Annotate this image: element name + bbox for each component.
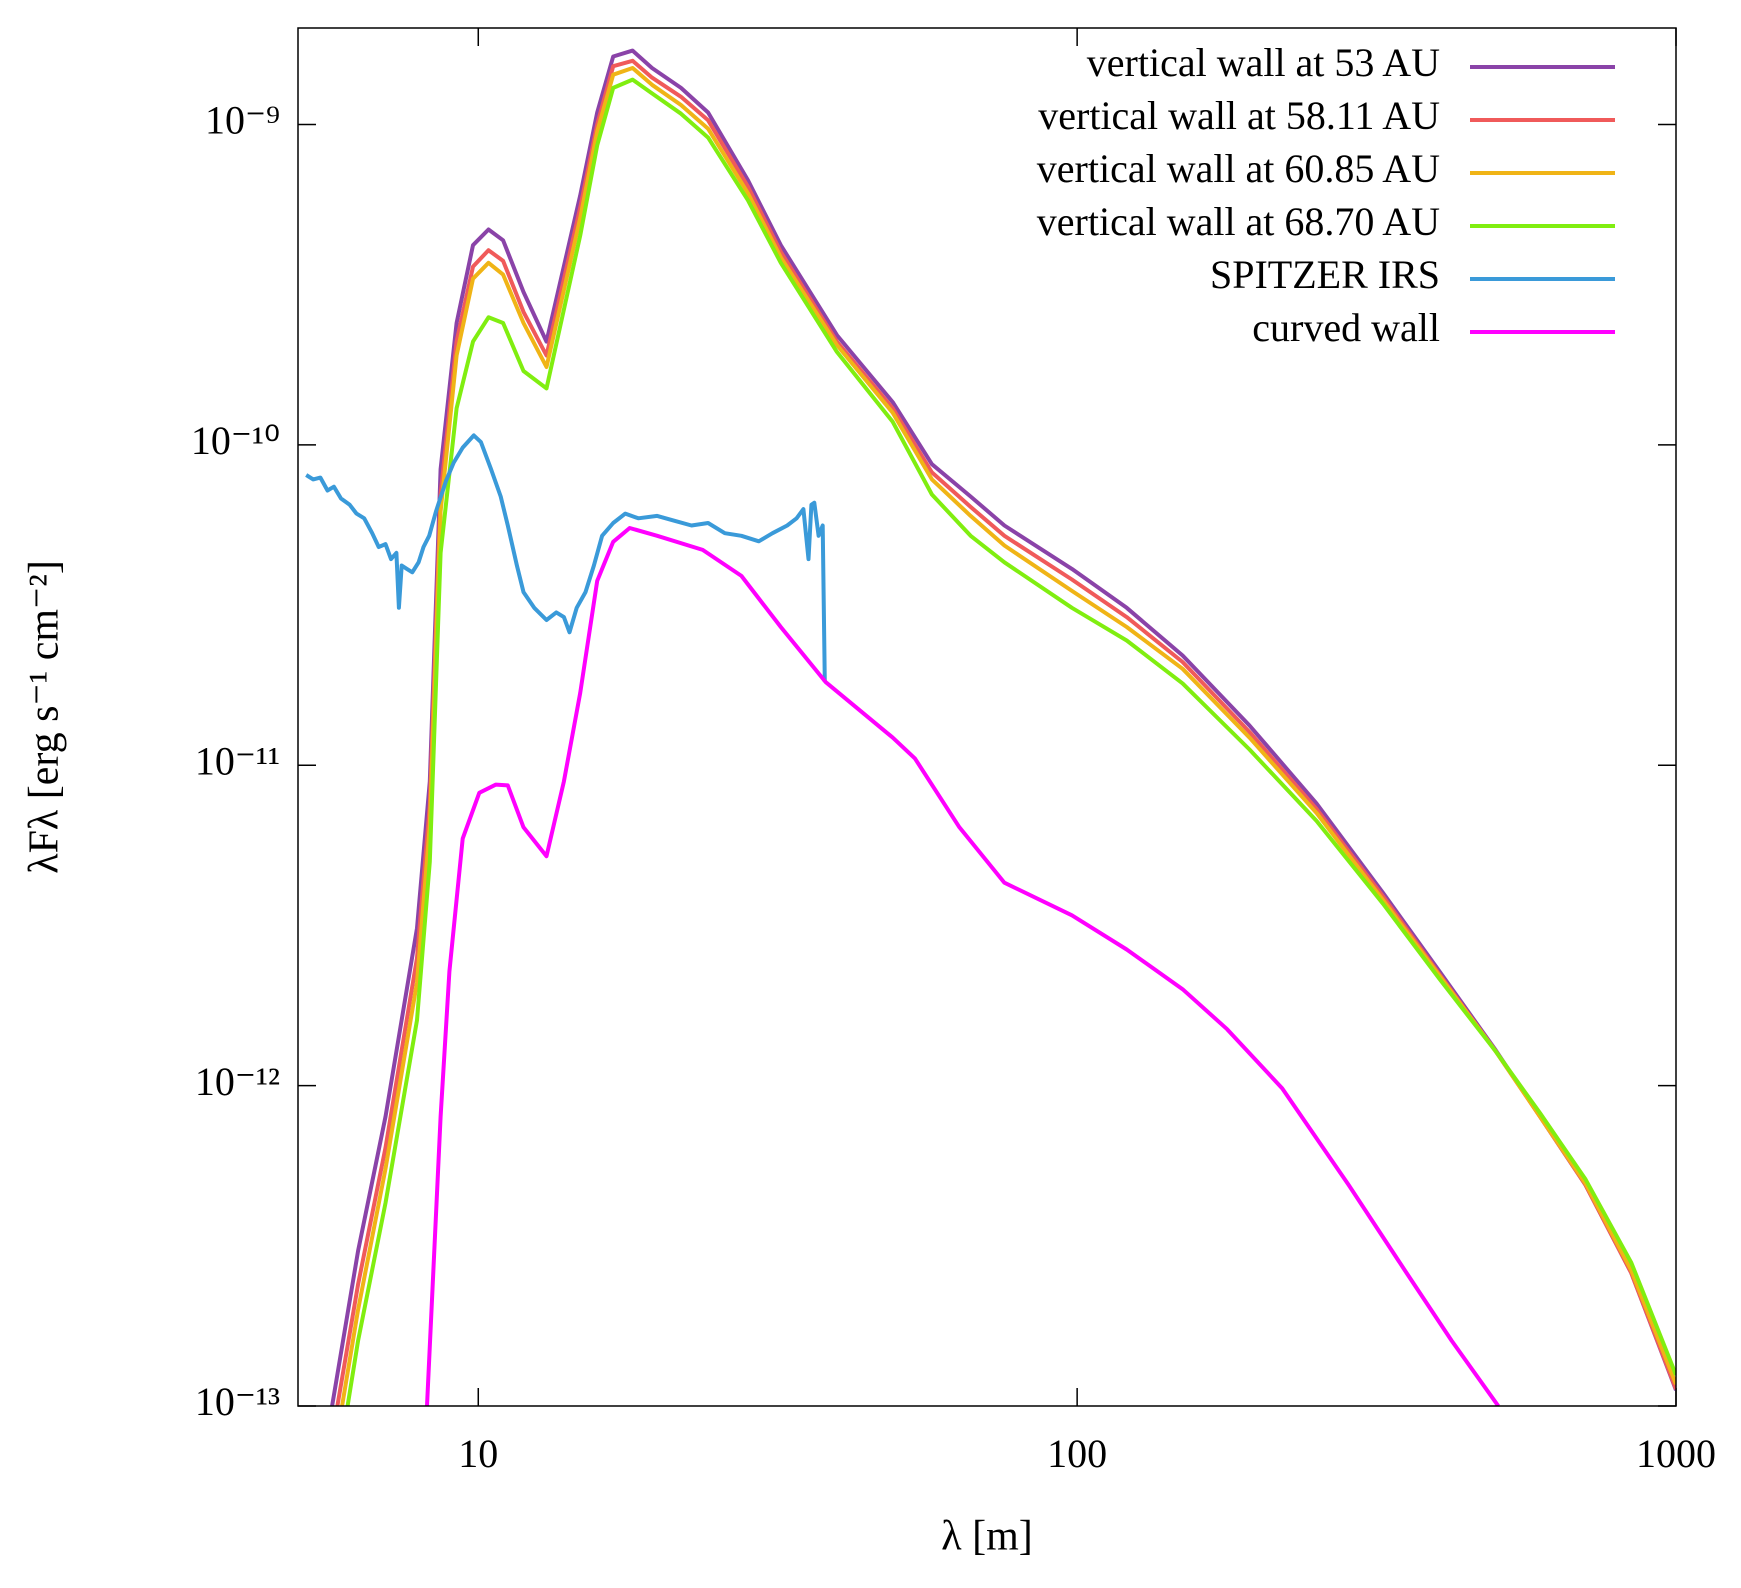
legend-label: SPITZER IRS: [1210, 252, 1440, 297]
legend-label: vertical wall at 58.11 AU: [1038, 93, 1440, 138]
legend-label: curved wall: [1252, 305, 1440, 350]
x-tick-label: 1000: [1636, 1431, 1716, 1476]
plot-area: [305, 48, 1676, 1406]
legend-label: vertical wall at 68.70 AU: [1037, 199, 1440, 244]
plot-frame: [297, 27, 1677, 1407]
series-line: [305, 433, 827, 682]
y-axis-title: λFλ [erg s⁻¹ cm⁻²]: [22, 560, 68, 874]
x-tick-label: 10: [458, 1431, 498, 1476]
x-axis-title: λ [m]: [941, 1514, 1033, 1560]
ticks: [298, 28, 1677, 1407]
series-line: [340, 66, 1676, 1406]
legend-label: vertical wall at 60.85 AU: [1037, 146, 1440, 191]
legend: vertical wall at 53 AU vertical wall at 5…: [1037, 40, 1615, 350]
y-tick-label: 10⁻¹⁰: [191, 418, 280, 463]
y-tick-label: 10⁻¹³: [195, 1379, 280, 1424]
series-line: [345, 77, 1676, 1406]
y-tick-label: 10⁻⁹: [205, 98, 280, 143]
series-line: [425, 526, 1500, 1406]
y-tick-label: 10⁻¹²: [195, 1059, 280, 1104]
series-line: [335, 58, 1676, 1406]
legend-label: vertical wall at 53 AU: [1087, 40, 1440, 85]
series-line: [330, 48, 1676, 1406]
y-tick-label: 10⁻¹¹: [195, 738, 280, 783]
x-tick-label: 100: [1047, 1431, 1107, 1476]
